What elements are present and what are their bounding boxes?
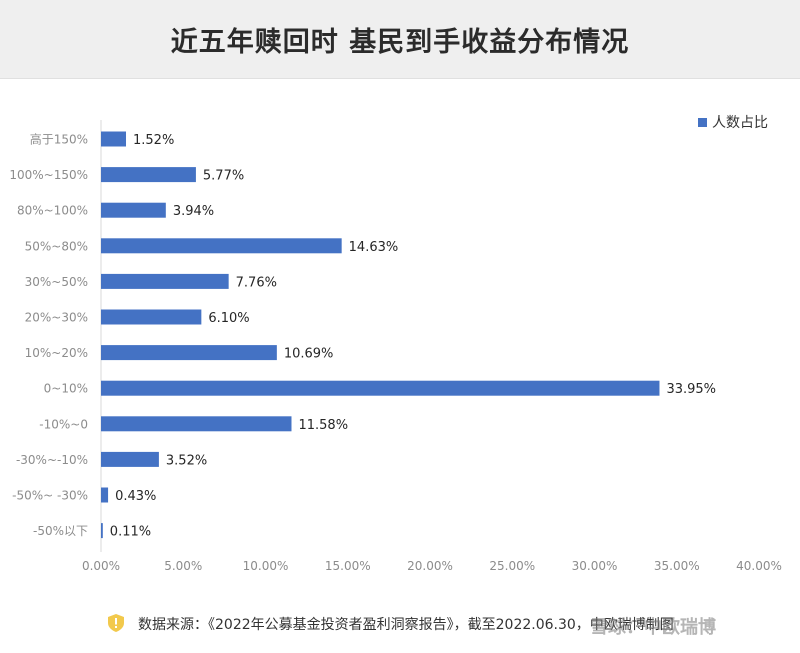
category-label: 80%~100% [17, 204, 88, 218]
value-label: 0.43% [115, 489, 156, 504]
value-label: 33.95% [666, 382, 716, 397]
watermark: 雪球：中欧瑞博 [590, 617, 716, 638]
value-label: 10.69% [284, 347, 334, 362]
shield-icon [108, 614, 124, 632]
category-label: -10%~0 [39, 417, 88, 431]
legend-swatch [698, 118, 707, 127]
x-tick-label: 10.00% [243, 559, 289, 573]
footer: 数据来源：《2022年公募基金投资者盈利洞察报告》，截至2022.06.30，中… [0, 605, 800, 641]
value-label: 14.63% [349, 240, 399, 255]
x-tick-label: 40.00% [736, 559, 782, 573]
bar [101, 380, 660, 396]
bar [101, 451, 159, 467]
value-label: 7.76% [236, 275, 277, 290]
x-tick-label: 15.00% [325, 559, 371, 573]
value-label: 1.52% [133, 133, 174, 148]
bar [101, 131, 127, 147]
bar [101, 202, 166, 218]
value-label: 6.10% [208, 311, 249, 326]
category-label: 20%~30% [25, 311, 88, 325]
value-label: 5.77% [203, 169, 244, 184]
chart-title: 近五年赎回时 基民到手收益分布情况 [170, 26, 630, 58]
category-label: 100%~150% [9, 168, 88, 182]
value-label: 11.58% [298, 418, 348, 433]
x-tick-label: 0.00% [82, 559, 120, 573]
category-label: 50%~80% [25, 239, 88, 253]
category-label: -30%~-10% [16, 453, 88, 467]
category-label: -50%~ -30% [12, 489, 88, 503]
bar [101, 309, 202, 325]
bar [101, 167, 196, 183]
bar [101, 273, 229, 289]
category-label: 30%~50% [25, 275, 88, 289]
x-tick-label: 25.00% [489, 559, 535, 573]
value-label: 3.52% [166, 453, 207, 468]
x-tick-label: 35.00% [654, 559, 700, 573]
source-note: 数据来源：《2022年公募基金投资者盈利洞察报告》，截至2022.06.30，中… [138, 617, 674, 633]
category-label: 0~10% [44, 382, 88, 396]
value-label: 3.94% [173, 204, 214, 219]
bar [101, 416, 292, 432]
bar [101, 487, 109, 503]
x-tick-label: 20.00% [407, 559, 453, 573]
legend: 人数占比 [698, 115, 768, 131]
title-bar: 近五年赎回时 基民到手收益分布情况 [0, 0, 800, 79]
bar-chart: 高于150% 1.52% 100%~150% 5.77% 80%~100% 3.94% 50… [9, 115, 782, 573]
category-label: 10%~20% [25, 346, 88, 360]
bar [101, 523, 103, 539]
bar [101, 345, 277, 361]
x-tick-label: 30.00% [572, 559, 618, 573]
category-label: -50%以下 [33, 524, 88, 538]
value-label: 0.11% [110, 525, 151, 540]
bar [101, 238, 342, 254]
x-tick-label: 5.00% [164, 559, 202, 573]
legend-label: 人数占比 [712, 115, 768, 131]
category-label: 高于150% [30, 132, 88, 147]
